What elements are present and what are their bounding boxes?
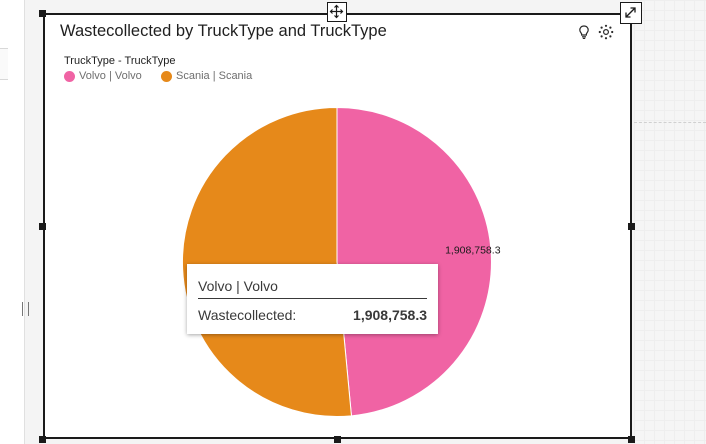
resize-handle-bottom-middle[interactable] [334,436,341,443]
tooltip-divider [198,298,427,299]
resize-handle-bottom-right[interactable] [628,436,635,443]
legend-swatch [64,70,75,82]
left-panel-item[interactable] [0,48,8,80]
legend-item-label: Volvo | Volvo [79,70,142,82]
pie-slice-1[interactable] [181,106,352,417]
expand-icon [625,7,636,18]
resize-handle-middle-right[interactable] [628,223,635,230]
move-button[interactable] [327,2,347,22]
legend-item-volvo[interactable]: Volvo | Volvo [64,70,142,82]
canvas-grid [634,0,706,444]
resize-handle-middle-left[interactable] [39,223,46,230]
tooltip-title: Volvo | Volvo [198,278,278,294]
left-panel [0,0,25,444]
expand-button[interactable] [620,2,642,24]
lightbulb-icon[interactable] [576,24,592,40]
pie-data-label-0: 1,908,758.3 [445,245,501,257]
pie-slice-0[interactable] [336,106,492,417]
resize-handle-top-left[interactable] [39,10,46,17]
move-icon [329,4,344,19]
panel-resize-handle[interactable] [22,302,29,316]
legend-swatch [161,70,172,82]
chart-title: Wastecollected by TruckType and TruckTyp… [60,22,387,40]
legend-title: TruckType - TruckType [64,55,176,67]
legend-item-scania[interactable]: Scania | Scania [161,70,252,82]
settings-icon[interactable] [598,24,614,40]
canvas-guide-line [634,122,706,123]
legend-item-label: Scania | Scania [176,70,253,82]
resize-handle-bottom-left[interactable] [39,436,46,443]
tooltip-value: 1,908,758.3 [353,307,427,323]
tooltip-label: Wastecollected: [198,307,297,323]
chart-tooltip: Volvo | Volvo Wastecollected: 1,908,758.… [187,264,438,334]
